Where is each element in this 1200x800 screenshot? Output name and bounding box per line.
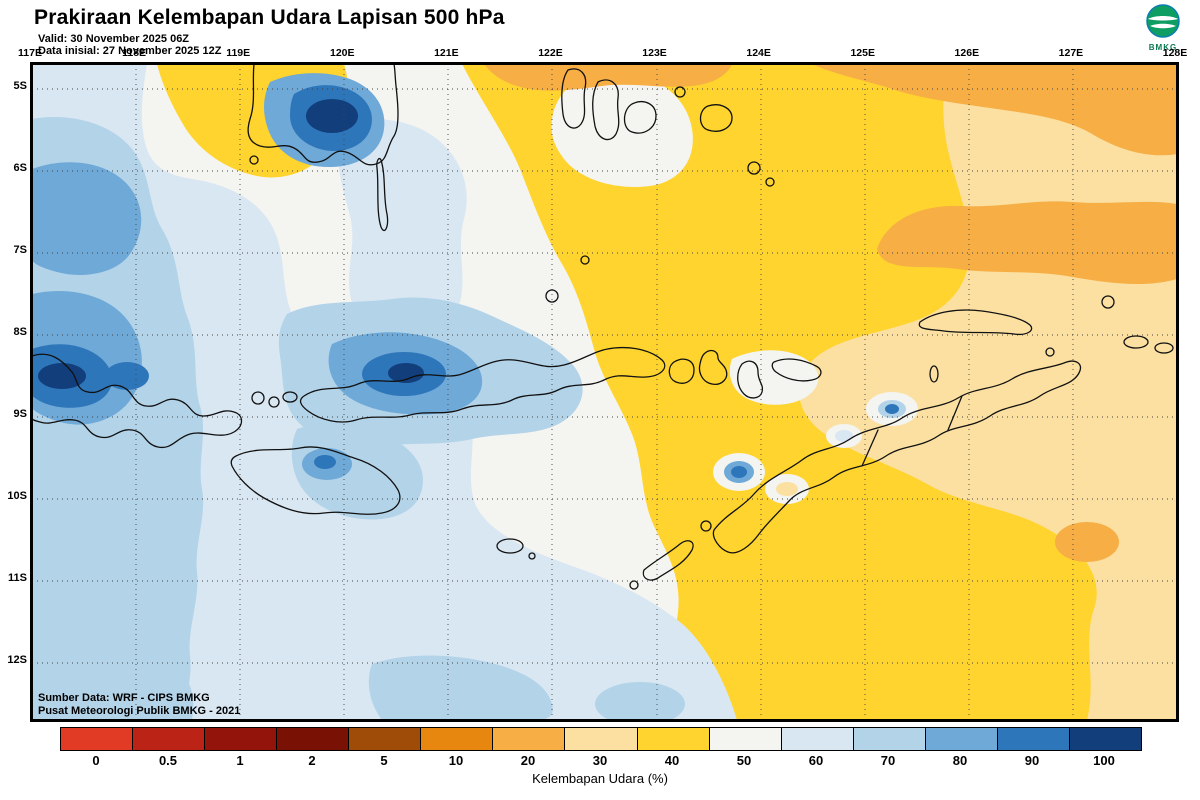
lon-label: 122E — [538, 47, 563, 59]
legend-tick-label: 30 — [592, 753, 608, 768]
humidity-field — [32, 64, 1177, 720]
legend-segment — [781, 728, 854, 750]
legend-segment — [421, 728, 494, 750]
lat-label: 11S — [8, 572, 27, 584]
legend-tick-label: 90 — [1024, 753, 1040, 768]
legend-tick-label: 5 — [380, 753, 388, 768]
legend-segment — [493, 728, 566, 750]
map-frame — [30, 62, 1179, 722]
legend-tick-label: 80 — [952, 753, 968, 768]
lon-label: 123E — [642, 47, 667, 59]
page-title: Prakiraan Kelembapan Udara Lapisan 500 h… — [34, 6, 505, 29]
bmkg-logo-label: BMKG — [1148, 43, 1178, 52]
legend-tick-label: 70 — [880, 753, 896, 768]
lat-label: 6S — [13, 162, 27, 174]
lon-label: 120E — [330, 47, 355, 59]
legend-segment — [61, 728, 134, 750]
source-block: Sumber Data: WRF - CIPS BMKG Pusat Meteo… — [38, 692, 240, 718]
valid-time-label: Valid: 30 November 2025 06Z — [38, 33, 190, 45]
legend-tick-label: 1 — [236, 753, 244, 768]
legend-tick-label: 100 — [1093, 753, 1115, 768]
legend-segment — [565, 728, 638, 750]
lat-label: 12S — [7, 654, 27, 666]
legend-tick-label: 2 — [308, 753, 316, 768]
colorbar-tick-labels: 0 0.5 1 2 5 10 20 30 40 50 60 70 80 90 100 — [60, 753, 1140, 768]
legend-segment — [853, 728, 926, 750]
source-line-2: Pusat Meteorologi Publik BMKG - 2021 — [38, 705, 241, 717]
legend-tick-label: 40 — [664, 753, 680, 768]
source-line-1: Sumber Data: WRF - CIPS BMKG — [38, 692, 210, 704]
lon-label: 119E — [226, 47, 251, 59]
lat-label: 10S — [7, 490, 27, 502]
colorbar — [60, 727, 1142, 751]
legend-tick-label: 0 — [92, 753, 100, 768]
lon-label: 126E — [954, 47, 980, 59]
legend-tick-label: 10 — [448, 753, 464, 768]
lon-label: 121E — [434, 47, 459, 59]
init-time-label: Data inisial: 27 November 2025 12Z — [38, 45, 222, 57]
legend-segment — [637, 728, 710, 750]
legend-tick-label: 60 — [808, 753, 824, 768]
legend-segment — [709, 728, 782, 750]
lat-label: 5S — [13, 80, 27, 92]
legend-segment — [1069, 728, 1141, 750]
legend-segment — [925, 728, 998, 750]
lon-label: 118E — [122, 47, 147, 59]
humidity-map-svg — [32, 64, 1177, 720]
colorbar-title: Kelembapan Udara (%) — [532, 771, 668, 786]
coastlines — [32, 64, 1174, 590]
legend-tick-label: 0.5 — [158, 753, 178, 768]
lat-label: 8S — [13, 326, 27, 338]
legend-segment — [277, 728, 350, 750]
bmkg-logo: BMKG — [1136, 3, 1190, 52]
bmkg-logo-icon — [1146, 4, 1180, 38]
legend-segment — [205, 728, 278, 750]
lat-label: 9S — [13, 408, 27, 420]
legend-tick-label: 20 — [520, 753, 536, 768]
legend-segment — [997, 728, 1070, 750]
lon-label: 127E — [1058, 47, 1084, 59]
legend-tick-label: 50 — [736, 753, 752, 768]
lon-label: 124E — [746, 47, 771, 59]
legend-segment — [349, 728, 422, 750]
lon-label: 128E — [1162, 47, 1188, 59]
legend-segment — [133, 728, 206, 750]
lat-label: 7S — [13, 244, 27, 256]
lon-label: 125E — [850, 47, 875, 59]
lon-label: 117E — [18, 47, 42, 59]
